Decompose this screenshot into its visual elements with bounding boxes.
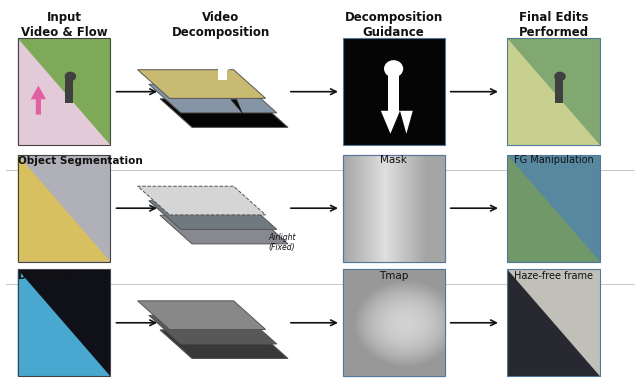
Ellipse shape (384, 60, 403, 77)
Bar (507, 155, 600, 262)
Text: Airlight
(Fixed): Airlight (Fixed) (269, 233, 296, 253)
Bar (342, 38, 445, 145)
Bar (342, 155, 445, 262)
Bar (342, 155, 445, 262)
FancyArrow shape (31, 86, 46, 115)
Bar (65, 76, 73, 103)
Bar (507, 155, 600, 262)
Text: Object Segmentation: Object Segmentation (18, 156, 142, 166)
Bar (18, 38, 110, 145)
Text: Final Edits
Performed: Final Edits Performed (518, 11, 589, 39)
Text: FG Manipulation: FG Manipulation (514, 155, 593, 165)
Text: Decomposition
Guidance: Decomposition Guidance (344, 11, 443, 39)
Polygon shape (507, 269, 600, 376)
Bar (18, 155, 110, 262)
Polygon shape (149, 201, 277, 229)
Bar (18, 155, 110, 262)
Bar (388, 67, 399, 111)
Text: Haze-free frame: Haze-free frame (514, 271, 593, 281)
Bar (507, 269, 600, 376)
Polygon shape (138, 301, 266, 329)
Polygon shape (381, 111, 400, 134)
Polygon shape (18, 155, 110, 262)
Text: Input
Video & Flow: Input Video & Flow (20, 11, 108, 39)
Polygon shape (18, 269, 110, 376)
Text: Video
Decomposition: Video Decomposition (172, 11, 270, 39)
Bar (507, 38, 600, 145)
Bar (507, 38, 600, 145)
Ellipse shape (65, 72, 76, 81)
Polygon shape (138, 70, 266, 98)
Polygon shape (160, 330, 288, 358)
Polygon shape (160, 99, 288, 127)
Bar (507, 269, 600, 376)
Text: Dehazing: Dehazing (18, 271, 72, 281)
Polygon shape (507, 155, 600, 262)
Bar (18, 38, 110, 145)
Polygon shape (230, 99, 243, 115)
Bar (342, 269, 445, 376)
Bar (342, 269, 445, 376)
Polygon shape (149, 316, 277, 344)
Bar (555, 76, 563, 103)
Bar (18, 269, 110, 376)
Text: Mask: Mask (380, 155, 407, 165)
Bar (218, 65, 227, 80)
Polygon shape (18, 38, 110, 145)
Ellipse shape (216, 59, 232, 71)
Polygon shape (507, 38, 600, 145)
Ellipse shape (554, 72, 566, 81)
Text: Tmap: Tmap (379, 271, 408, 281)
Polygon shape (400, 111, 413, 134)
Polygon shape (160, 215, 288, 244)
Polygon shape (138, 186, 266, 215)
Polygon shape (149, 84, 277, 113)
Bar (18, 269, 110, 376)
